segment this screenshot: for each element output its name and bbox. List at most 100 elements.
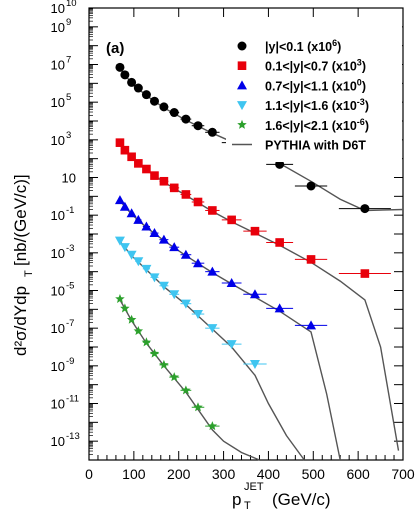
y-tick-label: 10 [51, 58, 65, 73]
data-point [115, 138, 125, 147]
data-point [159, 102, 169, 112]
data-point [159, 359, 169, 369]
data-point [158, 234, 169, 244]
data-point [207, 266, 218, 276]
y-axis-title-unit: [nb/(GeV/c)] [11, 174, 30, 266]
legend-label: PYTHIA with D6T [265, 139, 366, 153]
data-point [158, 281, 169, 291]
data-point [115, 293, 125, 304]
y-tick-label: 10 [51, 321, 65, 336]
data-point [133, 83, 143, 93]
data-point [274, 303, 285, 313]
y-tick-label-exponent: 5 [66, 92, 71, 103]
y-tick-label-exponent: -9 [66, 356, 74, 367]
data-point [169, 242, 180, 252]
x-tick-label: 700 [391, 466, 415, 482]
y-tick-label-exponent: -3 [66, 243, 74, 254]
data-point [250, 226, 260, 236]
x-axis-title: p JET T (GeV/c) [232, 481, 331, 512]
y-tick-label: 10 [51, 359, 65, 374]
x-tick-label: 600 [346, 466, 370, 482]
y-tick-label-exponent: -5 [66, 281, 74, 292]
data-point [180, 299, 191, 309]
legend-label: |y|<0.1 (x106) [265, 38, 341, 54]
data-point [207, 324, 218, 334]
y-tick-label: 10 [51, 434, 65, 449]
data-point [181, 385, 191, 395]
y-tick-label: 10 [51, 95, 65, 110]
legend-background [226, 26, 402, 162]
data-point [159, 176, 169, 186]
x-axis-title-main: p [232, 490, 241, 509]
svg-text:p: p [232, 490, 241, 509]
y-tick-label-exponent: -1 [66, 205, 74, 216]
y-tick-label: 10 [51, 133, 65, 148]
data-point [141, 90, 151, 100]
data-point [133, 325, 144, 336]
data-point [114, 195, 125, 205]
y-axis-title: d²σ/dYdp T [nb/(GeV/c)] [11, 174, 35, 356]
data-point [141, 221, 152, 231]
y-axis-title-main: d²σ/dYdp [11, 286, 30, 356]
data-point [119, 201, 130, 211]
legend-label: 0.1<|y|<0.7 (x103) [265, 58, 366, 74]
x-tick-label: 200 [167, 466, 191, 482]
data-point [119, 243, 130, 253]
data-point [207, 421, 218, 431]
theory-curve [119, 200, 341, 461]
data-point [126, 250, 137, 260]
data-point [169, 372, 179, 382]
panel-label: (a) [106, 40, 124, 57]
data-point [181, 190, 191, 199]
data-point [249, 359, 260, 369]
data-point [142, 164, 151, 174]
legend-marker [237, 41, 247, 51]
y-tick-label: 10 [51, 397, 65, 412]
data-point [141, 264, 152, 274]
data-point [226, 277, 237, 287]
x-tick-label: 0 [85, 466, 93, 482]
x-tick-label: 400 [257, 466, 281, 482]
legend-marker [237, 80, 247, 90]
data-point [306, 255, 316, 264]
data-point [120, 70, 130, 80]
y-tick-label: 10 [62, 171, 76, 186]
x-tick-label: 500 [302, 466, 326, 482]
y-tick-label: 10 [51, 246, 65, 261]
data-point [306, 181, 316, 191]
x-tick-label: 100 [122, 466, 146, 482]
legend-label: 1.6<|y|<2.1 (x10-6) [265, 117, 369, 133]
data-point [181, 114, 191, 124]
data-point [133, 214, 144, 224]
data-point [193, 402, 203, 412]
y-tick-label-exponent: 3 [66, 130, 71, 141]
theory-curve [119, 299, 260, 461]
data-point [208, 206, 217, 215]
data-point [150, 171, 159, 180]
data-point [249, 289, 260, 299]
data-point [193, 121, 203, 131]
data-point [180, 249, 191, 259]
data-point [193, 197, 203, 207]
data-point [275, 238, 284, 247]
data-point [141, 337, 152, 347]
y-tick-label: 10 [51, 20, 65, 35]
y-tick-label: 10 [51, 1, 65, 16]
data-point [149, 228, 160, 238]
data-point [193, 258, 204, 268]
y-tick-label-exponent: 10 [66, 0, 77, 9]
y-tick-label-exponent: -11 [66, 394, 79, 405]
data-point [126, 208, 137, 218]
data-point [126, 314, 137, 324]
data-point [127, 77, 137, 87]
data-point [169, 108, 179, 118]
legend-marker [237, 61, 247, 70]
legend: |y|<0.1 (x106) 0.1<|y|<0.7 (x103) 0.7<|y|<… [226, 26, 402, 162]
x-tick-label: 300 [212, 466, 236, 482]
data-point [193, 310, 204, 320]
data-point [275, 159, 285, 169]
x-axis-title-unit: (GeV/c) [272, 490, 331, 509]
x-axis-title-sup: JET [244, 481, 264, 493]
data-point [149, 96, 159, 106]
data-point [226, 340, 237, 350]
